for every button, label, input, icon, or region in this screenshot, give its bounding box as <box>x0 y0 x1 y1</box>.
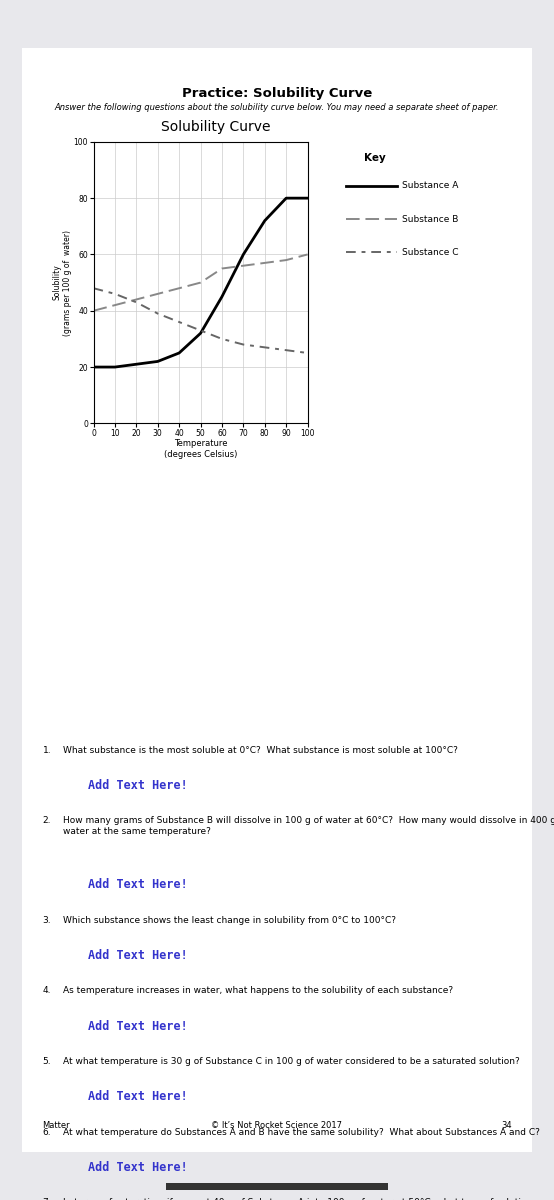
Text: 4.: 4. <box>43 986 51 996</box>
Text: Key: Key <box>363 152 386 163</box>
Text: 7.: 7. <box>43 1199 51 1200</box>
Text: Substance A: Substance A <box>402 181 458 191</box>
Text: 3.: 3. <box>43 916 51 925</box>
Text: Add Text Here!: Add Text Here! <box>89 1090 188 1103</box>
Text: Which substance shows the least change in solubility from 0°C to 100°C?: Which substance shows the least change i… <box>63 916 396 925</box>
Text: 2.: 2. <box>43 816 51 826</box>
Text: In terms of saturation, if you put 40 g of Substance A into 100 g of water at 50: In terms of saturation, if you put 40 g … <box>63 1199 554 1200</box>
Text: As temperature increases in water, what happens to the solubility of each substa: As temperature increases in water, what … <box>63 986 453 996</box>
Text: Substance B: Substance B <box>402 215 458 223</box>
Text: 6.: 6. <box>43 1128 51 1136</box>
Text: Add Text Here!: Add Text Here! <box>89 1020 188 1032</box>
X-axis label: Temperature
(degrees Celsius): Temperature (degrees Celsius) <box>164 439 237 458</box>
Text: At what temperature is 30 g of Substance C in 100 g of water considered to be a : At what temperature is 30 g of Substance… <box>63 1057 520 1066</box>
Text: Practice: Solubility Curve: Practice: Solubility Curve <box>182 86 372 100</box>
Text: Matter: Matter <box>43 1121 70 1130</box>
Text: Add Text Here!: Add Text Here! <box>89 949 188 962</box>
Text: Answer the following questions about the solubility curve below. You may need a : Answer the following questions about the… <box>55 103 499 113</box>
Text: © It’s Not Rocket Science 2017: © It’s Not Rocket Science 2017 <box>212 1121 342 1130</box>
Text: 34: 34 <box>501 1121 511 1130</box>
Text: Solubility Curve: Solubility Curve <box>161 120 270 133</box>
Text: Add Text Here!: Add Text Here! <box>89 1160 188 1174</box>
Text: 5.: 5. <box>43 1057 51 1066</box>
Text: How many grams of Substance B will dissolve in 100 g of water at 60°C?  How many: How many grams of Substance B will disso… <box>63 816 554 835</box>
Text: Add Text Here!: Add Text Here! <box>89 878 188 892</box>
Text: What substance is the most soluble at 0°C?  What substance is most soluble at 10: What substance is the most soluble at 0°… <box>63 745 458 755</box>
Y-axis label: Solubility
(grams per 100 g of  water): Solubility (grams per 100 g of water) <box>53 229 72 336</box>
Text: 1.: 1. <box>43 745 51 755</box>
Text: At what temperature do Substances A and B have the same solubility?  What about : At what temperature do Substances A and … <box>63 1128 540 1136</box>
Text: Add Text Here!: Add Text Here! <box>89 779 188 792</box>
Text: Substance C: Substance C <box>402 247 458 257</box>
